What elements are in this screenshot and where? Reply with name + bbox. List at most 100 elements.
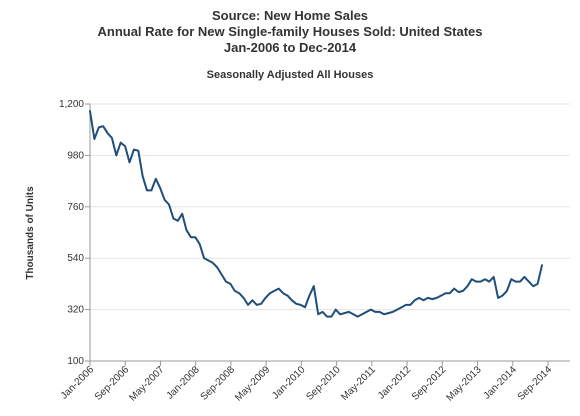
x-axis-ticks: Jan-2006Sep-2006May-2007Jan-2008Sep-2008… xyxy=(59,361,555,404)
data-point xyxy=(308,295,310,297)
data-point xyxy=(418,297,420,299)
data-point xyxy=(247,304,249,306)
data-point xyxy=(181,213,183,215)
data-point xyxy=(234,290,236,292)
data-point xyxy=(225,281,227,283)
data-point xyxy=(523,276,525,278)
data-point xyxy=(199,243,201,245)
data-point xyxy=(370,309,372,311)
y-tick-label: 540 xyxy=(67,253,84,264)
gridlines xyxy=(90,103,570,362)
y-tick-label: 100 xyxy=(67,356,84,367)
data-point xyxy=(326,316,328,318)
data-point xyxy=(532,285,534,287)
data-point xyxy=(497,297,499,299)
chart-date-range: Jan-2006 to Dec-2014 xyxy=(223,40,357,55)
data-point xyxy=(164,199,166,201)
data-point xyxy=(208,260,210,262)
chart-subtitle: Seasonally Adjusted All Houses xyxy=(206,69,374,81)
series-line xyxy=(89,110,543,318)
y-tick-label: 320 xyxy=(67,305,84,316)
data-point xyxy=(431,298,433,300)
x-tick-label: May-2011 xyxy=(339,364,378,403)
data-point xyxy=(541,264,543,266)
x-tick-label: Jan-2010 xyxy=(270,364,308,402)
data-point xyxy=(330,316,332,318)
x-tick-label: Sep-2012 xyxy=(410,364,449,403)
data-point xyxy=(265,297,267,299)
data-point xyxy=(348,311,350,313)
data-point xyxy=(177,220,179,222)
data-point xyxy=(287,295,289,297)
data-point xyxy=(374,311,376,313)
data-point xyxy=(212,262,214,264)
data-point xyxy=(366,311,368,313)
data-point xyxy=(335,309,337,311)
x-tick-label: Jan-2014 xyxy=(482,364,520,402)
data-point xyxy=(471,278,473,280)
data-point xyxy=(260,303,262,305)
y-axis-ticks: 1,200 980 760 540 320 100 xyxy=(59,99,90,367)
data-point xyxy=(172,218,174,220)
data-point xyxy=(129,161,131,163)
y-tick-label: 1,200 xyxy=(59,99,84,110)
data-point xyxy=(462,290,464,292)
data-point xyxy=(502,295,504,297)
data-point xyxy=(466,285,468,287)
data-point xyxy=(339,313,341,315)
data-point xyxy=(519,281,521,283)
data-point xyxy=(458,291,460,293)
data-point xyxy=(295,303,297,305)
data-point xyxy=(427,297,429,299)
data-point xyxy=(313,285,315,287)
data-point xyxy=(150,189,152,191)
data-point xyxy=(361,313,363,315)
data-point xyxy=(107,132,109,134)
data-point xyxy=(414,299,416,301)
data-point xyxy=(449,292,451,294)
data-point xyxy=(203,257,205,259)
data-point xyxy=(120,142,122,144)
data-point xyxy=(142,175,144,177)
data-point xyxy=(475,281,477,283)
data-point xyxy=(238,292,240,294)
data-point xyxy=(436,297,438,299)
data-point xyxy=(510,278,512,280)
data-point xyxy=(146,189,148,191)
x-tick-label: May-2009 xyxy=(233,364,273,404)
data-point xyxy=(383,313,385,315)
data-point xyxy=(251,299,253,301)
data-point xyxy=(396,309,398,311)
data-point xyxy=(115,154,117,156)
x-tick-label: May-2007 xyxy=(127,364,167,404)
y-tick-label: 980 xyxy=(67,150,84,161)
chart-title: Annual Rate for New Single-family Houses… xyxy=(97,24,483,39)
data-point xyxy=(98,126,100,128)
data-point xyxy=(282,292,284,294)
data-point xyxy=(190,236,192,238)
data-point xyxy=(344,312,346,314)
data-point xyxy=(155,178,157,180)
chart-source: Source: New Home Sales xyxy=(211,8,369,23)
data-point xyxy=(137,150,139,152)
data-point xyxy=(133,149,135,151)
y-axis-title: Thousands of Units xyxy=(25,186,36,280)
data-point xyxy=(480,281,482,283)
data-point xyxy=(488,281,490,283)
data-point xyxy=(300,304,302,306)
data-point xyxy=(392,311,394,313)
data-point xyxy=(322,311,324,313)
data-point xyxy=(317,313,319,315)
x-tick-label: Sep-2010 xyxy=(304,364,343,403)
x-tick-label: Sep-2014 xyxy=(516,364,555,403)
data-point xyxy=(89,110,91,112)
data-point xyxy=(379,311,381,313)
data-point xyxy=(506,290,508,292)
data-point xyxy=(304,306,306,308)
data-point xyxy=(229,283,231,285)
x-tick-label: Jan-2012 xyxy=(376,364,414,402)
data-point xyxy=(537,283,539,285)
data-point xyxy=(493,276,495,278)
data-point xyxy=(409,304,411,306)
